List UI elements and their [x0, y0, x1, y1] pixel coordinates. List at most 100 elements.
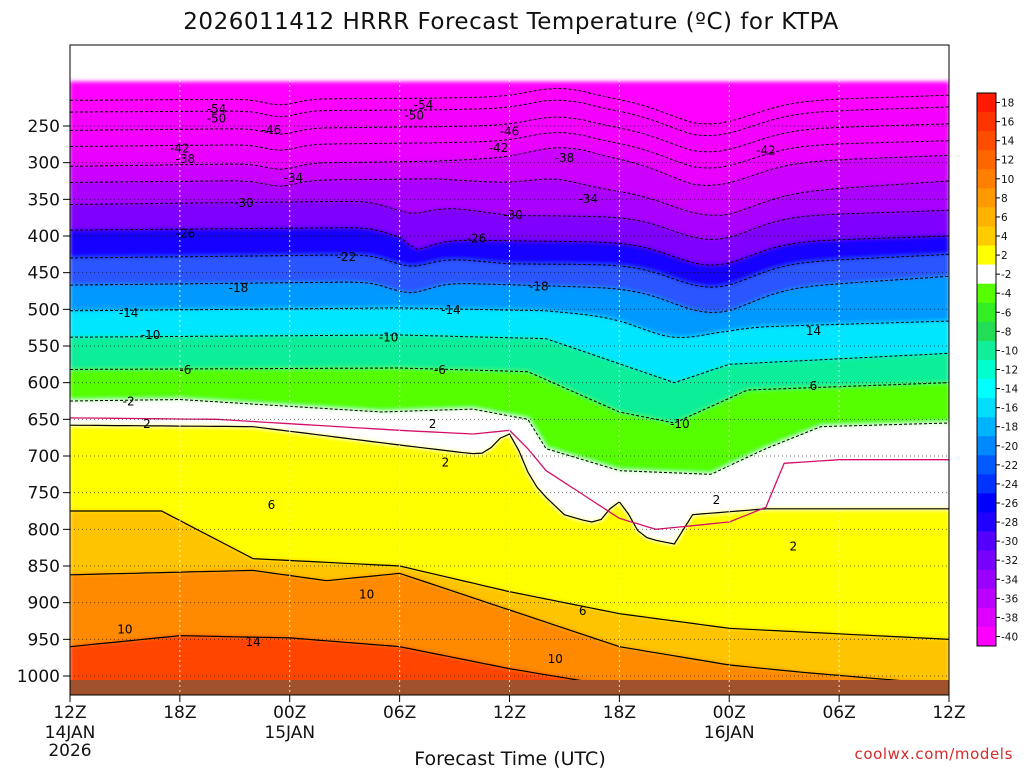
isotherm-line: [70, 367, 949, 424]
x-tick-label: 18Z: [163, 703, 196, 723]
y-tick-label: 550: [28, 337, 60, 357]
colorbar-label: -36: [1001, 593, 1018, 605]
grid-lines: [70, 45, 949, 695]
y-tick-label: 500: [28, 300, 60, 320]
colorbar-swatch: [977, 417, 996, 437]
colorbar-swatch: [977, 588, 996, 609]
isotherm-line: [70, 424, 949, 545]
isotherm-line: [70, 116, 949, 153]
colorbar-swatch: [977, 112, 996, 132]
contour-labels: -54 -54-50 -50-46 -46-42 -42 -42-38 -38-34-34-…: [117, 98, 821, 666]
contour-label: -10: [141, 328, 161, 342]
x-tick-label: 12Z: [53, 703, 86, 723]
x-axis-label: Forecast Time (UTC): [414, 748, 605, 768]
color-scale-legend: 18 16 14 12 10 8 6 4 2 -2 -4 -6 -8 -10 -12 -14 -16 -18 -20…: [976, 92, 1018, 647]
colorbar-swatch: [977, 436, 996, 456]
colorbar-swatch: [977, 550, 996, 571]
contour-label: 6: [268, 498, 276, 512]
y-tick-label: 650: [28, 410, 60, 430]
y-tick-label: 800: [28, 520, 60, 540]
colorbar-swatch: [977, 283, 996, 304]
colorbar-label: -10: [1001, 345, 1018, 357]
colorbar-label: -2: [1001, 269, 1011, 281]
x-tick-label: 06Z: [383, 703, 416, 723]
colorbar-label: -12: [1001, 365, 1018, 377]
contour-label: -14: [441, 303, 461, 317]
source-credit: coolwx.com/models: [855, 745, 1014, 763]
contour-label: -38: [555, 151, 575, 165]
pressure-axis: 250 300 350 400 450 500 550 600 650 700 750 800 850 9…: [17, 117, 70, 687]
colorbar-swatch: [977, 264, 996, 284]
contour-label: -30: [234, 196, 254, 210]
colorbar-label: 16: [1001, 117, 1015, 129]
contour-label: 2: [442, 455, 450, 469]
colorbar-swatch: [977, 512, 996, 532]
contour-label: 2: [713, 493, 721, 507]
ground-strip: [70, 680, 949, 695]
x-tick-label: 06Z: [822, 703, 855, 723]
colorbar-label: 2: [1001, 250, 1008, 262]
contour-label: 6: [579, 604, 587, 618]
contour-label: -18: [229, 281, 249, 295]
x-tick-label: 12Z: [932, 703, 965, 723]
contour-label: -34: [578, 192, 598, 206]
y-tick-label: 450: [28, 264, 60, 284]
y-tick-label: 700: [28, 447, 60, 467]
colorbar-swatch: [977, 169, 996, 189]
colorbar-swatch: [977, 321, 996, 342]
colorbar-swatch: [977, 359, 996, 380]
colorbar-label: 8: [1001, 193, 1008, 205]
contour-label: 2: [429, 417, 437, 431]
y-tick-label: 600: [28, 374, 60, 394]
contour-label: -42: [170, 142, 190, 156]
colorbar-label: 12: [1001, 155, 1014, 167]
contour-label: 14: [245, 635, 260, 649]
colorbar-label: -28: [1001, 517, 1018, 529]
isotherm-line: [70, 334, 949, 384]
y-tick-label: 900: [28, 594, 60, 614]
contour-label: 10: [548, 652, 563, 666]
colorbar-swatch: [977, 245, 996, 265]
contour-label: -46: [500, 125, 520, 139]
contour-label: -10: [379, 331, 399, 345]
contour-label: -54: [414, 98, 434, 112]
y-tick-label: 950: [28, 630, 60, 650]
x-tick-label: 12Z: [493, 703, 526, 723]
isotherm-line: [70, 275, 949, 314]
contour-label: -6: [179, 363, 191, 377]
colorbar-label: -38: [1001, 612, 1018, 624]
colorbar-swatch: [977, 398, 996, 418]
y-tick-label: 350: [28, 190, 60, 210]
colorbar-swatch: [977, 474, 996, 494]
colorbar-label: 10: [1001, 174, 1014, 186]
x-tick-date: 15JAN: [264, 723, 315, 743]
colorbar-label: -20: [1001, 441, 1018, 453]
chart-title: 2026011412 HRRR Forecast Temperature (ºC…: [183, 9, 838, 35]
x-tick-date: 16JAN: [704, 723, 755, 743]
colorbar-swatch: [977, 493, 996, 513]
colorbar-swatch: [977, 531, 996, 551]
colorbar-swatch: [977, 569, 996, 590]
colorbar-swatch: [977, 207, 996, 227]
colorbar-swatch: [977, 93, 996, 113]
contour-label: 2: [143, 417, 151, 431]
contour-label: -30: [503, 208, 523, 222]
colorbar-swatch: [977, 302, 996, 323]
y-tick-label: 1000: [17, 667, 60, 687]
contour-label: -26: [176, 227, 196, 241]
colorbar-swatch: [977, 340, 996, 361]
plot-area: -54 -54-50 -50-46 -46-42 -42 -42-38 -38-34-34-…: [69, 44, 950, 696]
contour-label: -34: [284, 171, 304, 185]
colorbar-swatch: [977, 607, 996, 628]
y-tick-label: 750: [28, 484, 60, 504]
colorbar-label: -18: [1001, 422, 1018, 434]
contour-label: 14: [806, 324, 821, 338]
colorbar-swatch: [977, 188, 996, 208]
contour-label: -50: [207, 111, 227, 125]
colorbar-label: -40: [1001, 631, 1018, 643]
y-tick-label: 400: [28, 227, 60, 247]
contour-label: -6: [434, 363, 446, 377]
colorbar-label: 18: [1001, 98, 1014, 110]
